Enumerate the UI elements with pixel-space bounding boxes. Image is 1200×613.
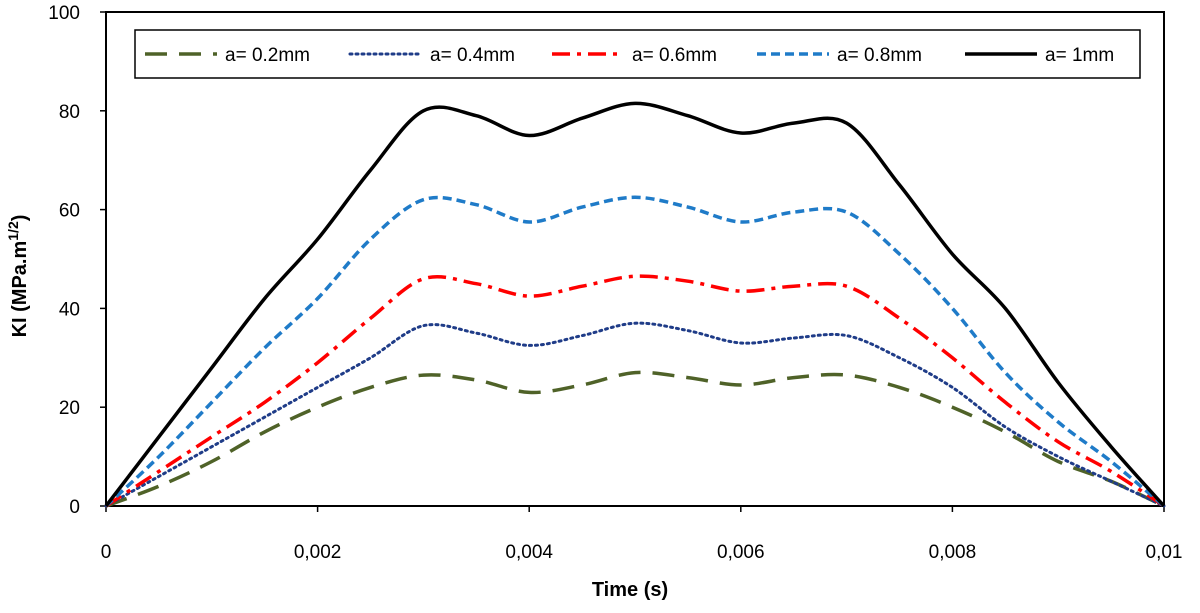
x-axis-label: Time (s): [592, 579, 668, 601]
series-line-4: [104, 195, 1166, 508]
legend-label: a= 0.4mm: [430, 45, 515, 66]
series-lines: [104, 101, 1166, 508]
x-tick-label: 0: [101, 542, 112, 563]
x-tick-label: 0,01: [1146, 542, 1183, 563]
x-axis: 0 0,002 0,004 0,006 0,008 0,01: [101, 506, 1183, 563]
y-tick-label: 100: [48, 3, 80, 24]
y-tick-label: 20: [59, 398, 80, 419]
y-axis-label-main: KI (MPa.m: [9, 241, 31, 338]
y-axis-label: KI (MPa.m1/2): [5, 215, 31, 338]
plot-area-border: [105, 11, 1165, 507]
x-tick-label: 0,008: [929, 542, 977, 563]
legend-label: a= 0.6mm: [632, 45, 717, 66]
y-tick-label: 80: [59, 102, 80, 123]
y-axis: 0 20 40 60 80 100: [48, 3, 106, 518]
x-tick-label: 0,004: [505, 542, 553, 563]
x-tick-label: 0,002: [294, 542, 342, 563]
series-line-1: [105, 370, 1165, 508]
y-axis-label-superscript: 1/2: [5, 221, 21, 241]
y-tick-label: 40: [59, 299, 80, 320]
legend-label: a= 0.8mm: [837, 45, 922, 66]
y-tick-label: 60: [59, 201, 80, 222]
legend-items: a= 0.2mm a= 0.4mm a= 0.6mm a= 0.8mm a= 1mm: [145, 45, 1114, 66]
y-axis-label-suffix: ): [9, 215, 31, 222]
legend-label: a= 0.2mm: [225, 45, 310, 66]
series-line-3: [105, 274, 1165, 508]
legend: a= 0.2mm a= 0.4mm a= 0.6mm a= 0.8mm a= 1mm: [134, 29, 1141, 79]
y-tick-label: 0: [69, 497, 80, 518]
series-line-2: [104, 321, 1166, 508]
x-tick-label: 0,006: [717, 542, 765, 563]
legend-label: a= 1mm: [1045, 45, 1114, 66]
series-line-5: [104, 101, 1166, 508]
